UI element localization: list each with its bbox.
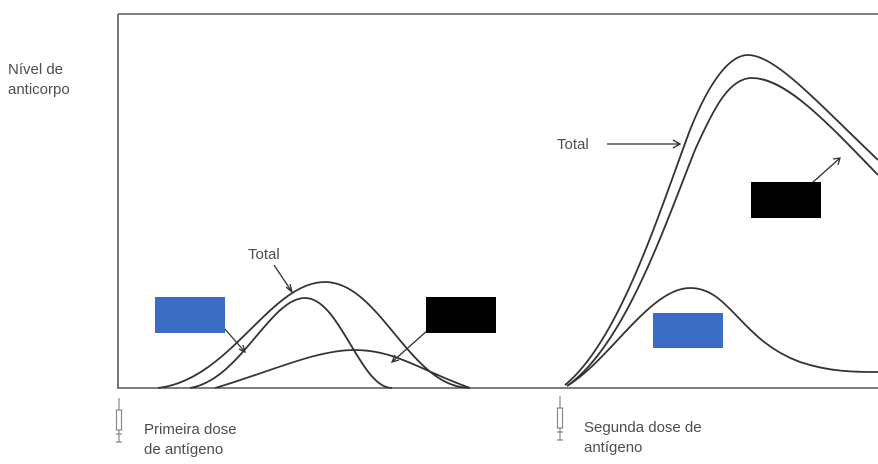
- primary-total-curve: [157, 281, 471, 389]
- second-dose-line2: antígeno: [584, 439, 643, 456]
- primary-igg-curve: [214, 349, 471, 389]
- label-box-blue-second: [653, 313, 723, 348]
- secondary-total-curve: [564, 54, 878, 386]
- label-box-black-second: [751, 182, 821, 218]
- second-dose-line1: Segunda dose de: [584, 419, 702, 436]
- first-dose-label: Primeira dose de antígeno: [144, 420, 237, 460]
- secondary-igg-curve: [566, 77, 878, 387]
- arrow-black-second: [811, 157, 841, 184]
- total-label-second: Total: [557, 136, 589, 153]
- syringe-icon: [556, 396, 564, 441]
- syringe-icon: [115, 398, 123, 443]
- arrow-total-first: [273, 264, 294, 294]
- total-label-first: Total: [248, 246, 280, 263]
- y-axis-label-line2: anticorpo: [8, 81, 70, 98]
- first-dose-line1: Primeira dose: [144, 421, 237, 438]
- label-box-black-first: [426, 297, 496, 333]
- second-dose-label: Segunda dose de antígeno: [584, 418, 702, 458]
- arrow-total-second: [607, 139, 682, 149]
- arrow-blue-first: [223, 327, 247, 354]
- secondary-igm-curve: [566, 287, 878, 387]
- label-box-blue-first: [155, 297, 225, 333]
- plot-frame: [117, 13, 878, 389]
- y-axis-label-line1: Nível de: [8, 61, 64, 78]
- y-axis-label: Nível de anticorpo: [8, 60, 108, 100]
- arrow-black-first: [390, 329, 429, 364]
- primary-igm-curve: [189, 297, 393, 389]
- first-dose-line2: de antígeno: [144, 441, 224, 458]
